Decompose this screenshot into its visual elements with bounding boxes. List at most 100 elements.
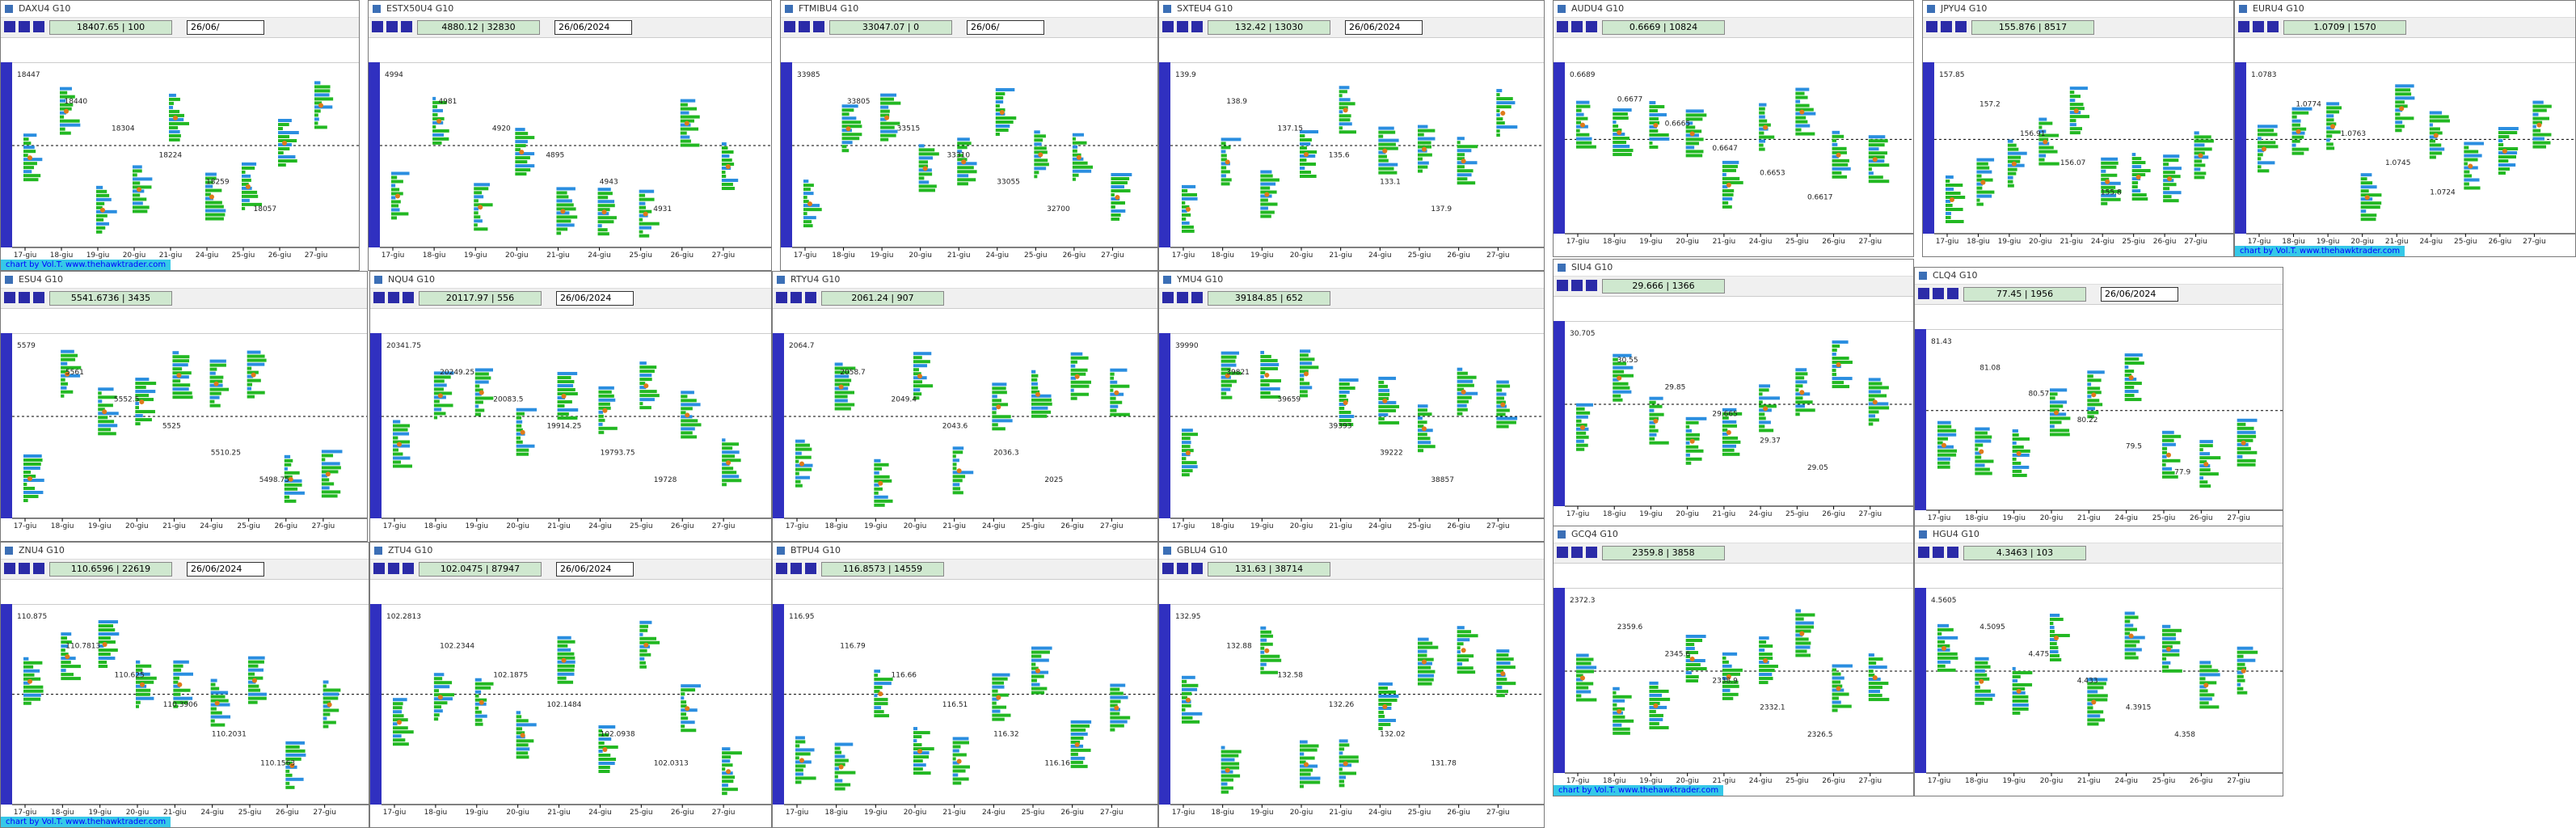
tool-button[interactable] [373,563,385,574]
profile-decoration [880,97,895,101]
tool-button[interactable] [19,292,30,303]
tool-button[interactable] [1918,547,1929,558]
tool-button[interactable] [1557,280,1568,291]
profile-decoration [432,100,447,104]
marker-decoration [251,372,256,378]
tool-button[interactable] [805,563,816,574]
tool-button[interactable] [1918,288,1929,299]
tool-button[interactable] [1191,292,1203,303]
tool-button[interactable] [388,292,399,303]
profile-decoration [1613,116,1629,120]
profile-decoration [1649,116,1659,120]
date-box[interactable]: 26/06/2024 [187,562,264,577]
profile-decoration [60,115,65,119]
tool-button[interactable] [19,563,30,574]
tool-button[interactable] [403,563,414,574]
tool-button[interactable] [1586,280,1597,291]
tool-button[interactable] [1941,21,1952,32]
tool-button[interactable] [1571,547,1583,558]
tool-button[interactable] [776,563,787,574]
tool-button[interactable] [1162,21,1174,32]
tool-button[interactable] [2253,21,2264,32]
tool-button[interactable] [19,21,30,32]
date-box[interactable]: 26/06/ [187,20,264,35]
profile-decoration [2395,104,2408,108]
tool-button[interactable] [33,21,44,32]
date-box[interactable]: 26/06/2024 [556,562,634,577]
tool-button[interactable] [1557,21,1568,32]
x-tick-label: 19-giu [88,809,112,817]
tool-button[interactable] [1191,563,1203,574]
profile-decoration [1182,221,1190,225]
tool-button[interactable] [813,21,824,32]
tool-button[interactable] [1191,21,1203,32]
profile-decoration [1832,664,1853,668]
tool-button[interactable] [2238,21,2249,32]
date-box[interactable]: 26/06/2024 [1345,20,1423,35]
profile-decoration [60,131,71,135]
profile-decoration [2237,438,2253,442]
tool-button[interactable] [1557,547,1568,558]
profile-decoration [136,672,150,676]
tool-button[interactable] [1177,21,1188,32]
profile-decoration [285,773,293,777]
profile-decoration [1457,626,1465,630]
tool-button[interactable] [4,563,15,574]
date-box[interactable]: 26/06/2024 [554,20,632,35]
tool-button[interactable] [776,292,787,303]
profile-decoration [1339,382,1350,387]
profile-decoration [1722,188,1735,192]
profile-decoration [433,701,448,705]
profile-decoration [2395,84,2414,88]
tool-button[interactable] [1162,292,1174,303]
tool-button[interactable] [388,563,399,574]
profile-decoration [1339,739,1348,743]
x-tick-label: 25-giu [629,251,652,260]
profile-decoration [1937,668,1956,672]
tool-button[interactable] [799,21,810,32]
tool-button[interactable] [1571,280,1583,291]
tool-button[interactable] [1947,288,1958,299]
tool-button[interactable] [805,292,816,303]
tool-button[interactable] [403,292,414,303]
tool-button[interactable] [1586,21,1597,32]
tool-button[interactable] [791,563,802,574]
x-tick-label: 25-giu [232,251,255,260]
profile-decoration [323,720,336,724]
profile-decoration [1832,700,1841,704]
tool-button[interactable] [1586,547,1597,558]
tool-button[interactable] [1926,21,1937,32]
tool-button[interactable] [1947,547,1958,558]
marker-decoration [2296,129,2301,134]
tool-button[interactable] [373,292,385,303]
tool-button[interactable] [1955,21,1967,32]
profile-decoration [1937,632,1942,636]
tool-button[interactable] [33,292,44,303]
tool-button[interactable] [2267,21,2279,32]
profile-decoration [1832,171,1842,175]
tool-button[interactable] [1933,547,1944,558]
tool-button[interactable] [791,292,802,303]
tool-button[interactable] [1571,21,1583,32]
tool-button[interactable] [4,21,15,32]
tool-button[interactable] [372,21,383,32]
tool-button[interactable] [401,21,412,32]
price-label: 0.6647 [1712,145,1738,153]
tool-button[interactable] [4,292,15,303]
profile-decoration [803,180,809,184]
profile-decoration [795,740,806,744]
date-box[interactable]: 26/06/2024 [2101,287,2178,302]
tool-button[interactable] [1933,288,1944,299]
profile-decoration [1070,724,1090,728]
tool-button[interactable] [784,21,795,32]
tool-button[interactable] [1162,563,1174,574]
date-box[interactable]: 26/06/2024 [556,291,634,306]
profile-decoration [2124,648,2142,652]
tool-button[interactable] [1177,563,1188,574]
date-box[interactable]: 26/06/ [967,20,1044,35]
tool-button[interactable] [1177,292,1188,303]
tool-button[interactable] [386,21,398,32]
marker-decoration [561,657,567,663]
profile-decoration [1613,153,1632,157]
tool-button[interactable] [33,563,44,574]
